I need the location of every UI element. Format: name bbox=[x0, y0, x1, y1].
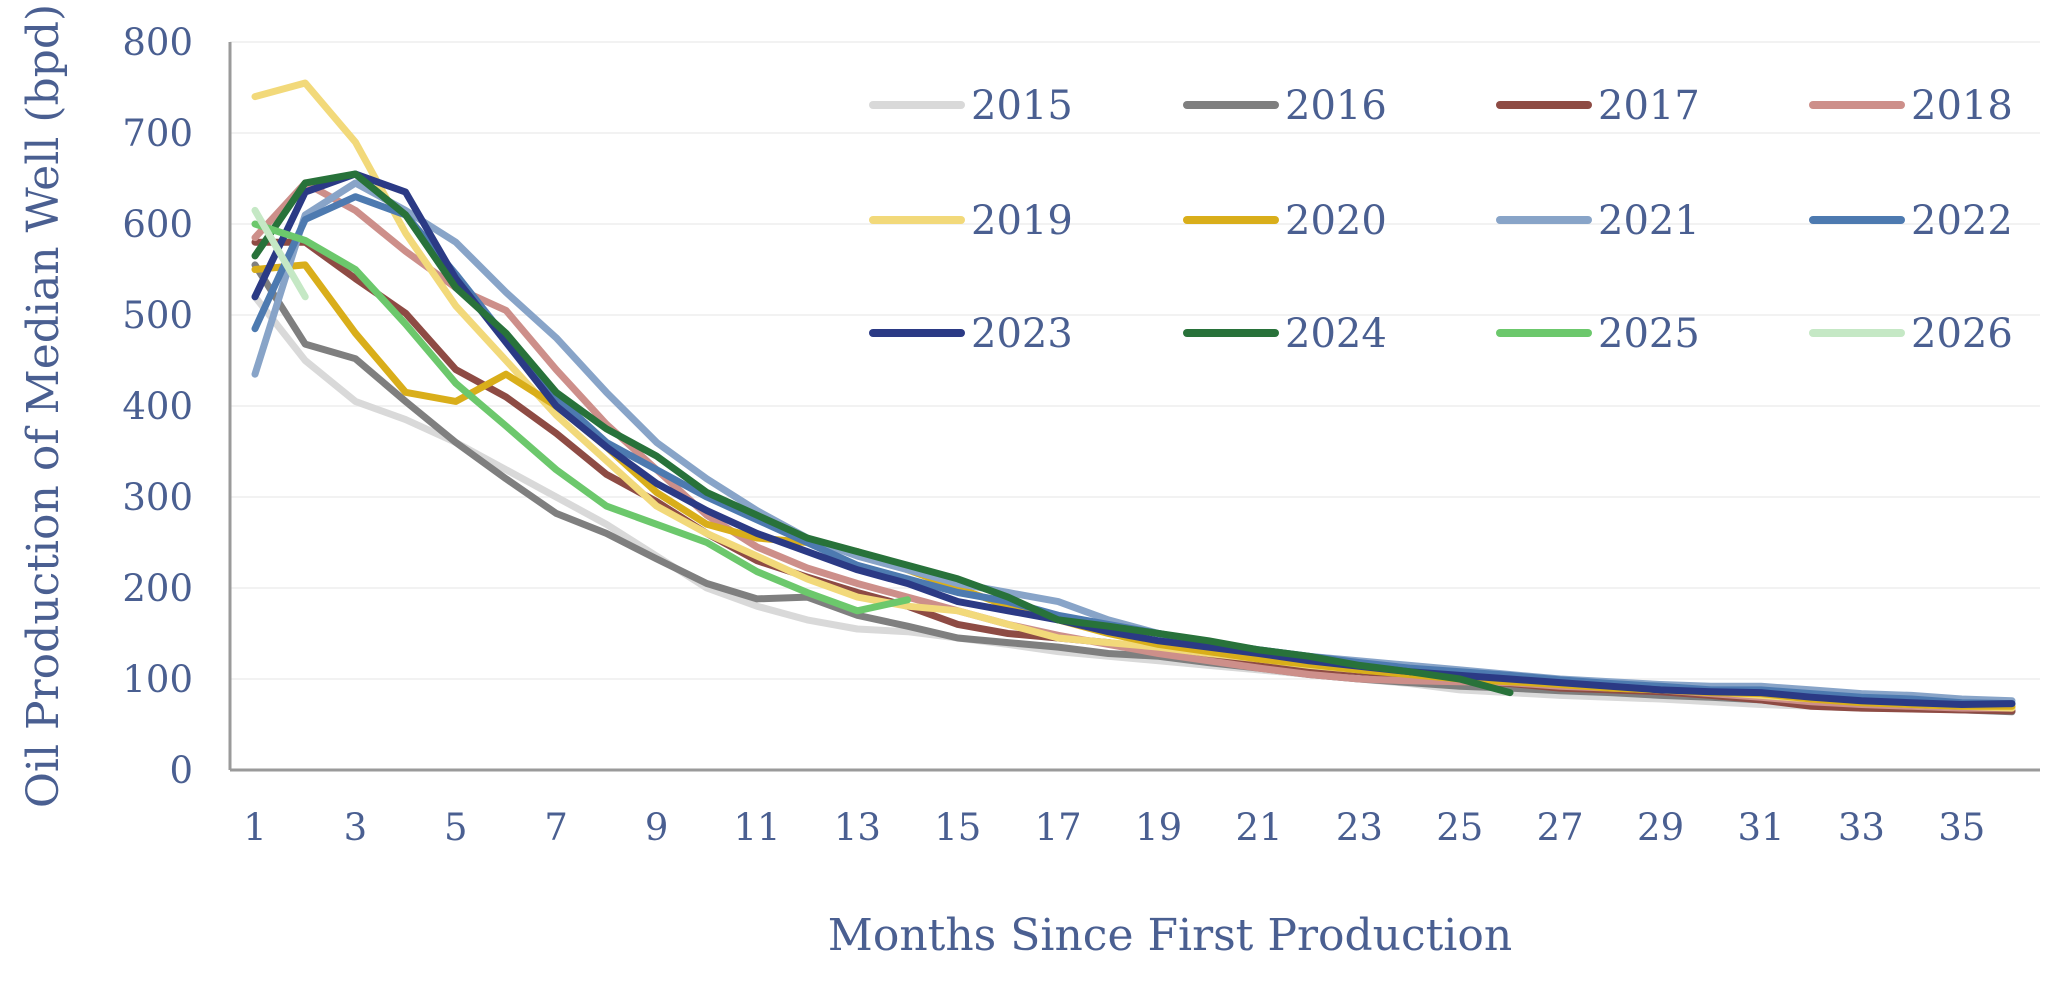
y-tick-label: 400 bbox=[122, 385, 193, 428]
x-tick-label: 31 bbox=[1737, 806, 1784, 849]
legend-label: 2023 bbox=[971, 311, 1073, 357]
legend-label: 2015 bbox=[971, 83, 1073, 129]
x-tick-label: 23 bbox=[1336, 806, 1383, 849]
x-tick-label: 27 bbox=[1537, 806, 1584, 849]
x-tick-label: 11 bbox=[733, 806, 780, 849]
x-tick-label: 9 bbox=[645, 806, 669, 849]
x-tick-label: 7 bbox=[544, 806, 568, 849]
x-tick-label: 33 bbox=[1838, 806, 1885, 849]
y-tick-label: 200 bbox=[122, 567, 193, 610]
series-line-2026 bbox=[251, 206, 309, 301]
y-tick-label: 500 bbox=[122, 294, 193, 337]
x-tick-label: 15 bbox=[934, 806, 981, 849]
legend-label: 2025 bbox=[1598, 311, 1700, 357]
y-tick-label: 800 bbox=[122, 21, 193, 64]
legend: 2015 2016 2017 2018 2019 2020 2021 2022 2023 2024… bbox=[869, 83, 2013, 357]
x-tick-label: 21 bbox=[1235, 806, 1282, 849]
x-tick-label: 35 bbox=[1938, 806, 1985, 849]
x-tick-label: 13 bbox=[834, 806, 881, 849]
x-tick-label: 25 bbox=[1436, 806, 1483, 849]
x-axis-ticks: 1 3 5 7 9 11 13 15 17 19 21 23 25 27 29 31 33 35 bbox=[243, 806, 1985, 849]
series-line-2024 bbox=[251, 170, 1514, 697]
legend-label: 2019 bbox=[971, 198, 1073, 244]
series-line-2015 bbox=[251, 293, 2016, 715]
x-tick-label: 5 bbox=[444, 806, 468, 849]
y-tick-label: 0 bbox=[169, 749, 193, 792]
legend-label: 2020 bbox=[1285, 198, 1387, 244]
y-tick-label: 600 bbox=[122, 203, 193, 246]
x-tick-label: 1 bbox=[243, 806, 267, 849]
legend-label: 2018 bbox=[1911, 83, 2013, 129]
legend-label: 2021 bbox=[1598, 198, 1700, 244]
y-axis-title: Oil Production of Median Well (bpd) bbox=[18, 4, 69, 808]
x-tick-label: 19 bbox=[1135, 806, 1182, 849]
legend-label: 2022 bbox=[1911, 198, 2013, 244]
series-line-2025 bbox=[251, 220, 912, 615]
legend-label: 2024 bbox=[1285, 311, 1387, 357]
legend-label: 2026 bbox=[1911, 311, 2013, 357]
x-tick-label: 29 bbox=[1637, 806, 1684, 849]
series-line-2021 bbox=[251, 179, 2016, 705]
y-tick-label: 300 bbox=[122, 476, 193, 519]
legend-label: 2017 bbox=[1598, 83, 1700, 129]
y-axis-ticks: 0 100 200 300 400 500 600 700 800 bbox=[122, 21, 193, 792]
x-axis-title: Months Since First Production bbox=[828, 910, 1512, 961]
series-lines bbox=[251, 79, 2016, 716]
x-tick-label: 3 bbox=[344, 806, 368, 849]
x-tick-label: 17 bbox=[1035, 806, 1082, 849]
y-tick-label: 700 bbox=[122, 112, 193, 155]
series-line-2023 bbox=[251, 170, 2016, 708]
legend-label: 2016 bbox=[1285, 83, 1387, 129]
y-tick-label: 100 bbox=[122, 658, 193, 701]
series-line-2019 bbox=[251, 79, 2016, 712]
